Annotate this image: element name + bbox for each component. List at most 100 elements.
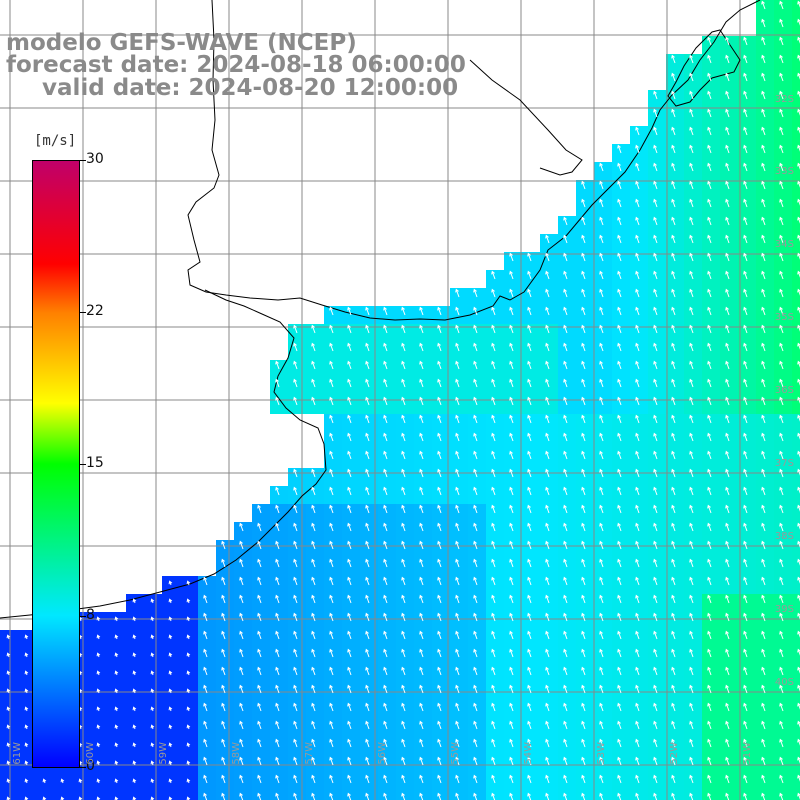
title-model: modelo GEFS-WAVE (NCEP): [6, 30, 357, 56]
wind-arrow: [419, 612, 424, 622]
wind-arrow: [725, 378, 730, 388]
wind-arrow: [599, 702, 604, 712]
wind-arrow: [419, 450, 424, 460]
wind-arrow: [275, 360, 280, 370]
wind-arrow: [491, 432, 496, 442]
wind-arrow: [347, 378, 352, 388]
wind-arrow: [293, 540, 298, 550]
wind-arrow: [401, 702, 406, 712]
wind-arrow: [419, 702, 424, 712]
wind-arrow: [545, 576, 550, 586]
wind-arrow: [257, 666, 262, 676]
wind-arrow: [491, 288, 496, 298]
wind-arrow: [203, 738, 208, 748]
wind-arrow: [743, 414, 748, 424]
wind-cell: [234, 792, 252, 800]
wind-arrow: [725, 720, 730, 730]
wind-cell: [792, 198, 800, 216]
wind-arrow: [671, 342, 676, 352]
wind-arrow: [635, 540, 640, 550]
wind-arrow: [347, 486, 352, 496]
wind-arrow: [779, 252, 784, 262]
wind-arrow: [743, 774, 748, 784]
colorbar-tick-mark: [80, 616, 86, 617]
wind-arrow: [293, 324, 298, 334]
wind-arrow: [671, 774, 676, 784]
wind-arrow: [725, 36, 730, 46]
wind-arrow: [509, 486, 514, 496]
wind-arrow: [257, 594, 262, 604]
wind-arrow: [599, 594, 604, 604]
wind-arrow: [293, 468, 298, 478]
wind-arrow: [491, 702, 496, 712]
wind-arrow: [563, 342, 568, 352]
wind-arrow: [437, 648, 442, 658]
wind-arrow: [132, 652, 137, 658]
wind-arrow: [168, 688, 173, 694]
wind-arrow: [599, 288, 604, 298]
wind-arrow: [114, 706, 119, 712]
wind-arrow: [671, 450, 676, 460]
wind-arrow: [114, 760, 119, 766]
wind-arrow: [383, 702, 388, 712]
wind-arrow: [455, 486, 460, 496]
wind-cell: [630, 792, 648, 800]
wind-arrow: [186, 652, 191, 658]
wind-arrow: [563, 648, 568, 658]
wind-arrow: [239, 756, 244, 766]
wind-arrow: [509, 432, 514, 442]
wind-arrow: [743, 126, 748, 136]
wind-arrow: [635, 648, 640, 658]
wind-arrow: [617, 216, 622, 226]
wind-arrow: [6, 778, 11, 784]
wind-arrow: [509, 666, 514, 676]
wind-arrow: [635, 324, 640, 334]
wind-arrow: [779, 486, 784, 496]
wind-arrow: [779, 432, 784, 442]
wind-arrow: [437, 666, 442, 676]
wind-arrow: [96, 760, 101, 766]
lat-label: 36S: [774, 385, 794, 396]
wind-arrow: [221, 540, 226, 550]
wind-arrow: [545, 486, 550, 496]
wind-arrow: [347, 450, 352, 460]
lat-label: 32S: [774, 94, 794, 105]
wind-arrow: [761, 738, 766, 748]
wind-arrow: [653, 540, 658, 550]
wind-arrow: [275, 522, 280, 532]
wind-cell: [792, 36, 800, 54]
wind-cell: [792, 0, 800, 18]
wind-arrow: [6, 742, 11, 748]
wind-arrow: [509, 414, 514, 424]
wind-arrow: [383, 738, 388, 748]
wind-arrow: [491, 648, 496, 658]
wind-arrow: [509, 288, 514, 298]
wind-arrow: [383, 612, 388, 622]
wind-arrow: [671, 252, 676, 262]
wind-arrow: [581, 558, 586, 568]
wind-arrow: [671, 144, 676, 154]
colorbar-unit: [m/s]: [34, 133, 77, 149]
wind-arrow: [689, 522, 694, 532]
wind-arrow: [635, 756, 640, 766]
wind-arrow: [707, 72, 712, 82]
wind-arrow: [725, 144, 730, 154]
wind-arrow: [707, 576, 712, 586]
wind-arrow: [743, 522, 748, 532]
wind-arrow: [96, 652, 101, 658]
wind-arrow: [779, 522, 784, 532]
wind-arrow: [689, 720, 694, 730]
wind-cell: [0, 792, 18, 800]
wind-arrow: [707, 558, 712, 568]
wind-arrow: [275, 630, 280, 640]
wind-arrow: [401, 468, 406, 478]
wind-arrow: [96, 634, 101, 640]
wind-arrow: [168, 634, 173, 640]
wind-cell: [720, 792, 738, 800]
wind-arrow: [221, 612, 226, 622]
wind-arrow: [150, 778, 155, 784]
wind-arrow: [239, 666, 244, 676]
wind-arrow: [743, 288, 748, 298]
wind-arrow: [545, 432, 550, 442]
wind-arrow: [725, 648, 730, 658]
